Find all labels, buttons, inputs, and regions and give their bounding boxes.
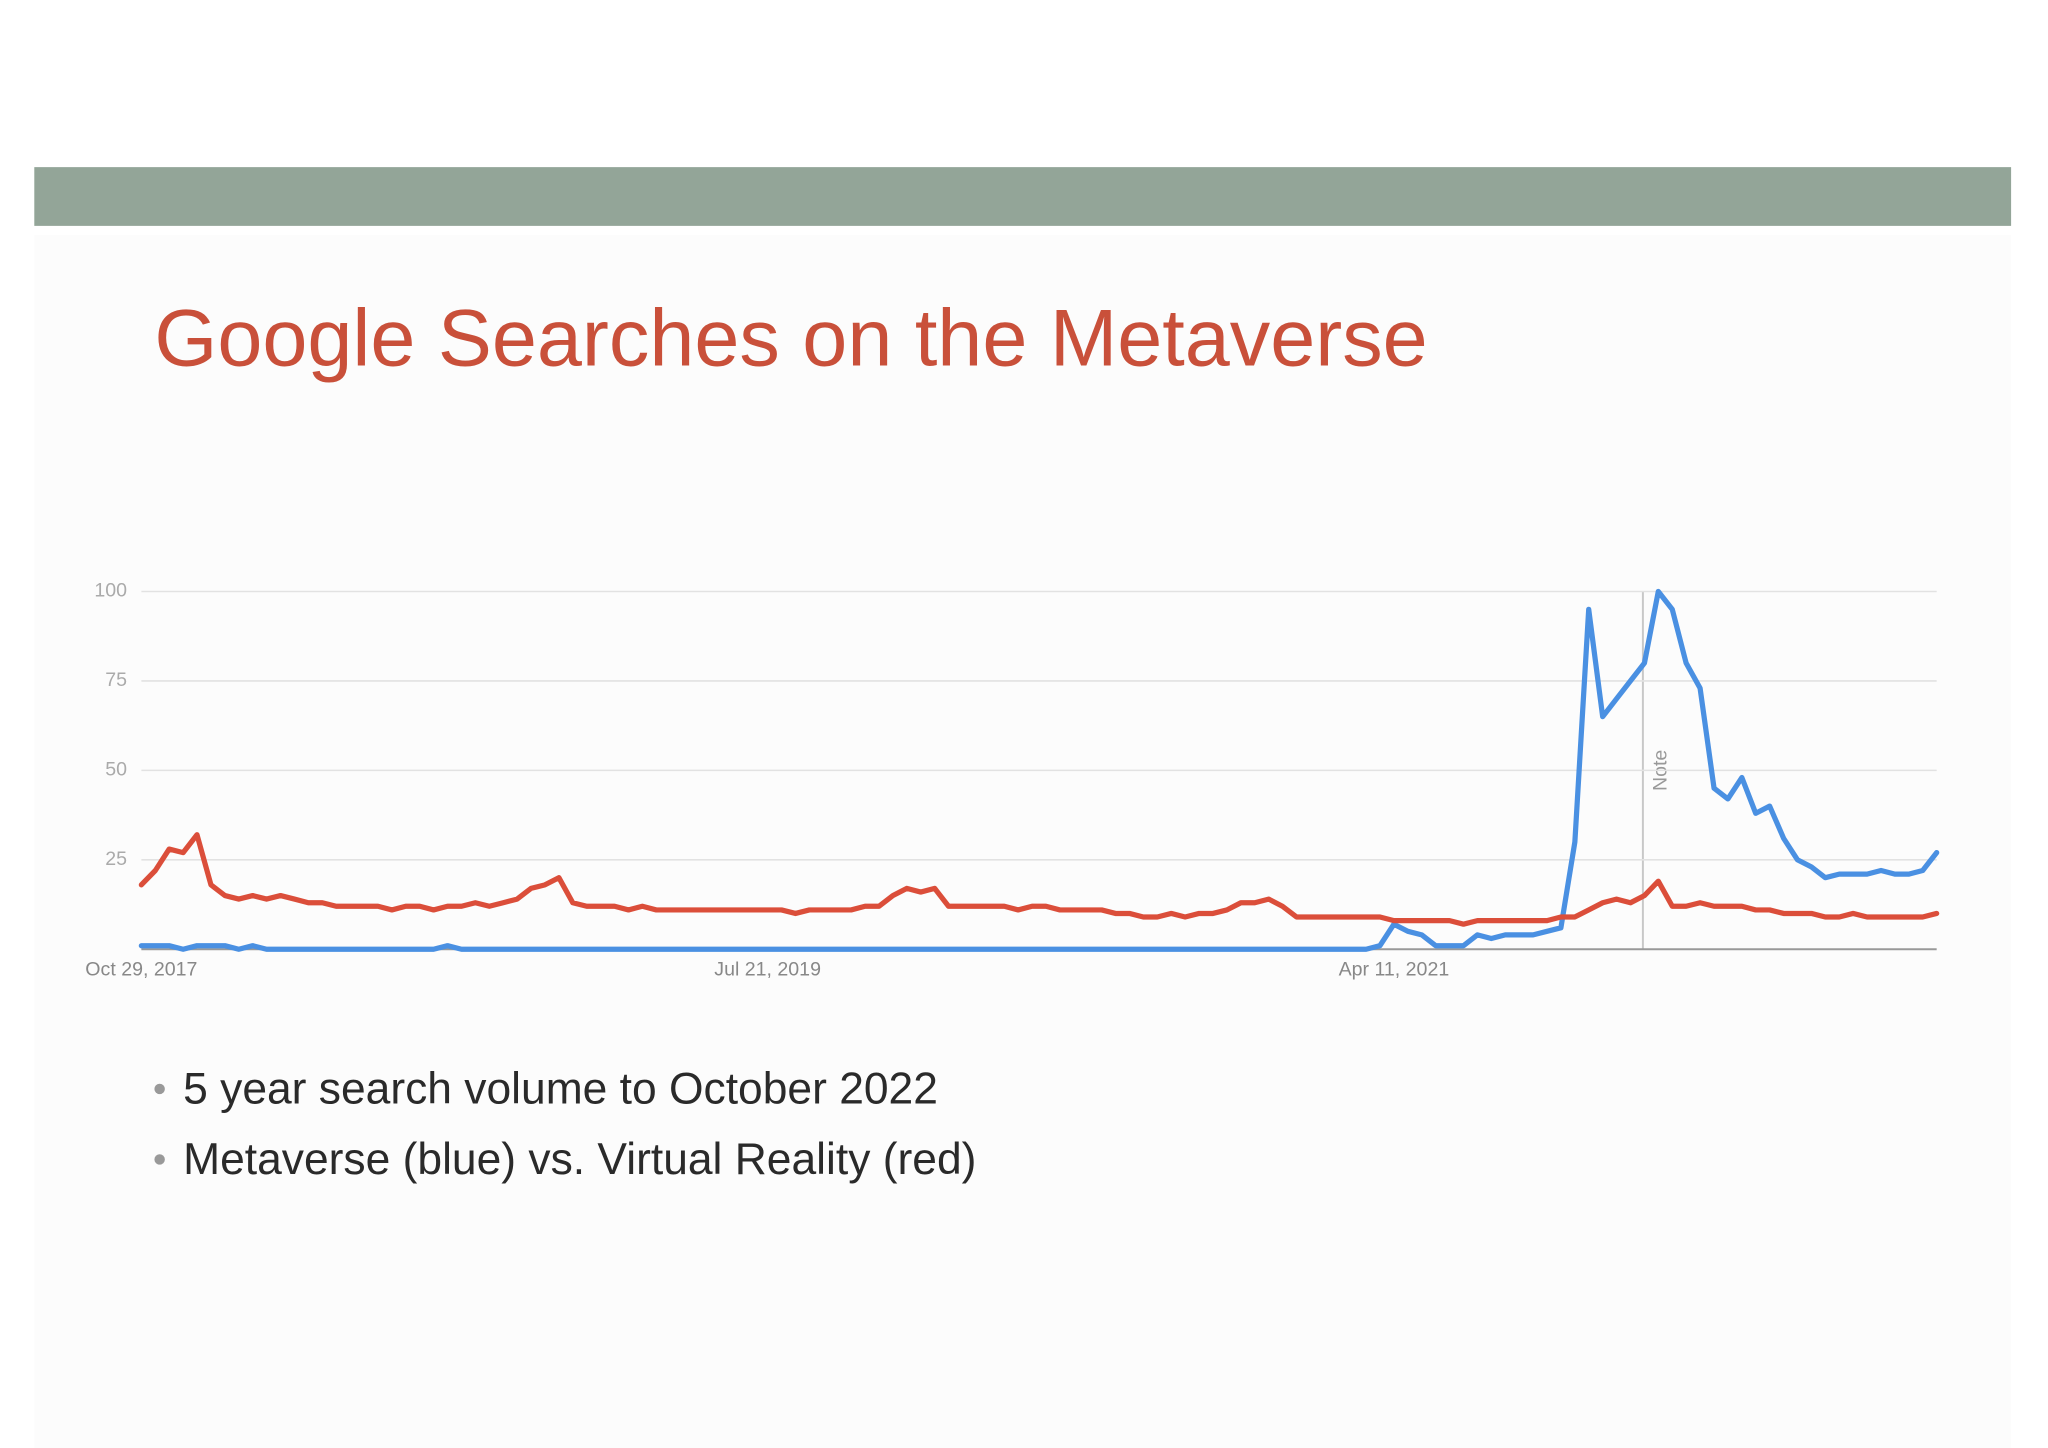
header-band xyxy=(34,167,2012,226)
slide-body xyxy=(34,235,2012,1448)
y-tick-label: 75 xyxy=(105,669,127,691)
x-tick-label: Jul 21, 2019 xyxy=(714,958,821,980)
bullet-text: 5 year search volume to October 2022 xyxy=(183,1064,938,1113)
bullet-text: Metaverse (blue) vs. Virtual Reality (re… xyxy=(183,1135,976,1184)
series-line xyxy=(138,832,1940,927)
series-line xyxy=(138,588,1940,952)
y-tick-label: 50 xyxy=(105,759,127,781)
slide-title: Google Searches on the Metaverse xyxy=(154,294,1427,384)
y-tick-label: 100 xyxy=(94,580,127,602)
x-tick-label: Oct 29, 2017 xyxy=(85,958,197,980)
bullet-dot xyxy=(154,1154,165,1165)
y-tick-label: 25 xyxy=(105,848,127,870)
x-tick-label: Apr 11, 2021 xyxy=(1339,958,1450,980)
bullet-dot xyxy=(154,1083,165,1095)
